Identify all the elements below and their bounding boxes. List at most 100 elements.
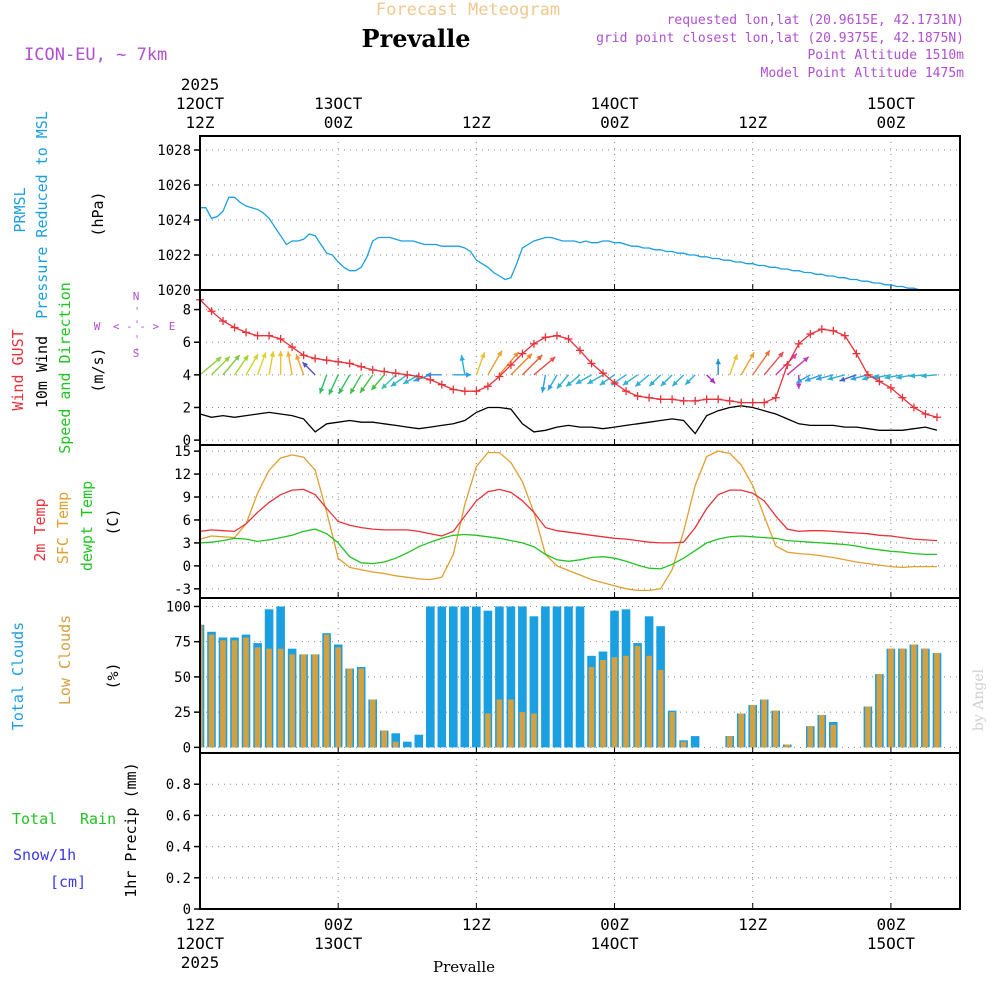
bottom-time-label: 15OCT xyxy=(867,934,916,953)
gust-marker xyxy=(633,392,642,401)
y-tick-label: 1022 xyxy=(157,248,191,264)
wind-arrow xyxy=(245,353,259,376)
gust-marker xyxy=(506,361,515,370)
low-cloud-bar xyxy=(934,653,940,748)
gust-marker xyxy=(806,330,815,339)
low-cloud-bar xyxy=(761,699,767,748)
temp-label-dew: dewpt Temp xyxy=(78,481,96,571)
wind-arrow xyxy=(660,374,673,387)
gust-marker xyxy=(829,326,838,335)
gust-marker xyxy=(552,331,561,340)
y-tick-label: 25 xyxy=(174,705,191,721)
top-time-label: 13OCT xyxy=(314,94,363,113)
gust-marker xyxy=(334,357,343,366)
y-tick-label: 0 xyxy=(183,902,191,918)
gust-marker xyxy=(679,396,688,405)
wind-arrow xyxy=(295,353,305,376)
gust-marker xyxy=(391,369,400,378)
total-cloud-bar xyxy=(690,736,700,748)
low-cloud-bar xyxy=(335,647,341,748)
wind-arrow xyxy=(521,354,543,376)
gust-marker xyxy=(288,343,297,352)
total-cloud-bar xyxy=(495,606,504,748)
y-tick-label: 2 xyxy=(183,400,191,416)
model-name: ICON-EU, ~ 7km xyxy=(24,45,167,65)
top-time-label: 12Z xyxy=(462,113,491,132)
pressure-labels: PRMSL Pressure Reduced to MSL (hPa) xyxy=(11,111,107,319)
temp-unit: (C) xyxy=(104,508,122,535)
y-tick-label: 6 xyxy=(183,513,191,529)
gust-marker xyxy=(875,377,884,386)
low-cloud-bar xyxy=(208,634,215,748)
wind-arrow xyxy=(475,352,486,376)
low-cloud-bar xyxy=(784,744,791,748)
gust-marker xyxy=(645,393,654,402)
gust-marker xyxy=(518,349,527,358)
wind-arrow xyxy=(453,372,472,378)
gust-marker xyxy=(276,334,285,343)
y-tick-label: 3 xyxy=(183,536,191,552)
y-tick-label: 0.2 xyxy=(166,871,191,887)
low-cloud-bar xyxy=(277,648,284,748)
wind-arrow xyxy=(211,355,231,376)
y-tick-label: 1020 xyxy=(157,283,191,299)
cloud-unit: (%) xyxy=(104,662,122,689)
total-cloud-bar xyxy=(403,741,412,748)
compass-w: W xyxy=(94,320,101,333)
bottom-time-label: 00Z xyxy=(876,915,905,934)
wind-compass: N S W E < - - > - - - - xyxy=(94,290,176,360)
gust-marker xyxy=(599,369,608,378)
wind-arrow xyxy=(200,356,222,376)
bottom-time-label: 12OCT xyxy=(176,934,225,953)
plot-area: 1020102210241026102802468-30369121502550… xyxy=(157,75,961,972)
low-cloud-bar xyxy=(531,713,537,748)
wind-arrow xyxy=(599,374,615,386)
wind-arrow xyxy=(370,374,385,391)
total-cloud-bar xyxy=(437,606,447,748)
y-tick-label: 12 xyxy=(174,467,191,483)
precip-unit: 1hr Precip (mm) xyxy=(122,762,140,897)
wind-arrow xyxy=(815,374,834,381)
gust-marker xyxy=(449,385,458,394)
wind-unit: (m/s) xyxy=(89,347,107,392)
gust-marker xyxy=(299,351,308,360)
compass-e: E xyxy=(169,320,176,333)
wind-arrow xyxy=(729,353,738,376)
gust-marker xyxy=(748,398,757,407)
y-tick-label: 6 xyxy=(183,335,191,351)
cloud-labels: Total Clouds Low Clouds (%) xyxy=(9,615,122,730)
low-cloud-bar xyxy=(289,654,295,748)
gust-marker xyxy=(357,362,366,371)
wind-arrow xyxy=(715,358,721,375)
sfc-temp-line xyxy=(200,450,937,592)
wind-arrow xyxy=(575,374,592,385)
low-cloud-bar xyxy=(508,699,514,748)
wind-arrow xyxy=(349,374,362,395)
top-time-label: 14OCT xyxy=(590,94,639,113)
y-tick-label: 15 xyxy=(174,444,191,460)
gust-marker xyxy=(322,356,331,365)
wind-arrow xyxy=(587,374,604,385)
low-cloud-bar xyxy=(738,713,744,748)
product-title: Forecast Meteogram xyxy=(376,0,560,20)
gust-marker xyxy=(529,339,538,348)
low-cloud-bar xyxy=(381,730,387,748)
gust-marker xyxy=(564,334,573,343)
low-cloud-bar xyxy=(807,726,814,748)
wind-speed-line xyxy=(200,405,938,435)
gust-marker xyxy=(668,395,677,404)
panel-clouds: 0 25 50 75 100 xyxy=(166,598,960,756)
wind-arrow xyxy=(533,356,556,376)
gust-marker xyxy=(253,331,262,340)
low-cloud-bar xyxy=(220,640,226,748)
gust-marker xyxy=(426,375,435,384)
low-cloud-bar xyxy=(485,713,491,748)
low-cloud-bar xyxy=(772,710,779,748)
y-tick-label: 0.4 xyxy=(166,840,191,856)
gust-marker xyxy=(495,372,504,381)
wind-arrow xyxy=(487,350,503,376)
gust-marker xyxy=(403,370,412,379)
low-cloud-bar xyxy=(200,624,203,748)
total-cloud-bar xyxy=(391,733,400,748)
wind-arrow xyxy=(804,374,823,382)
